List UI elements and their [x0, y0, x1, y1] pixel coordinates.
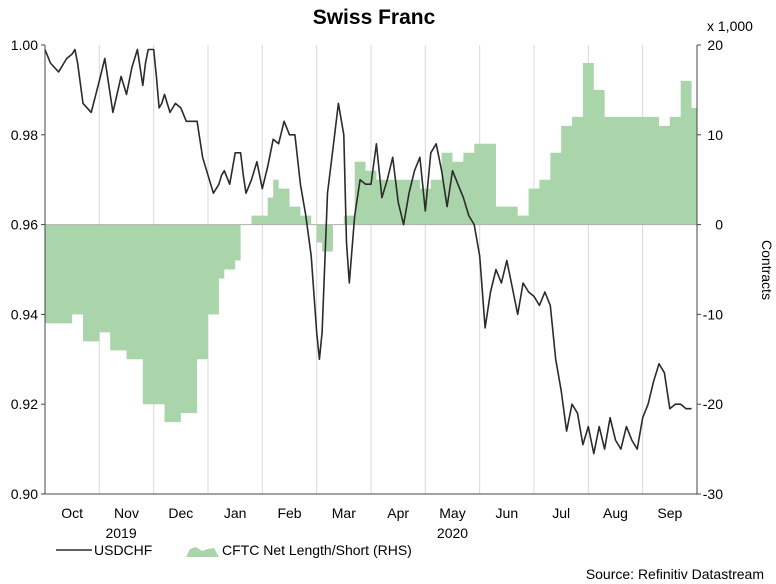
cftc-net-area [45, 62, 697, 423]
right-tick-label: -20 [703, 396, 723, 412]
legend-area-swatch [186, 547, 219, 557]
month-label: Feb [277, 505, 301, 521]
chart-title: Swiss Franc [313, 6, 436, 29]
month-label: Jan [224, 505, 247, 521]
month-label: Dec [168, 505, 193, 521]
month-label: Mar [332, 505, 356, 521]
left-tick-label: 1.00 [11, 37, 38, 53]
usdchf-line-layer [44, 48, 692, 455]
month-tick-labels: Oct Nov Dec Jan Feb Mar Apr May Jun Jul Aug Sep [61, 505, 682, 521]
month-label: Aug [603, 505, 628, 521]
left-tick-label: 0.96 [11, 217, 38, 233]
legend: USDCHF CFTC Net Length/Short (RHS) [56, 542, 412, 558]
right-tick-label: 10 [707, 127, 723, 143]
right-tick-labels: 20 10 0 -10 -20 -30 [703, 37, 723, 502]
axes [41, 44, 701, 495]
legend-usdchf: USDCHF [94, 542, 152, 558]
y2-multiplier-label: x 1,000 [707, 18, 753, 34]
left-tick-label: 0.98 [11, 127, 38, 143]
month-label: Jun [496, 505, 519, 521]
month-label: Sep [657, 505, 682, 521]
right-tick-label: 0 [715, 217, 723, 233]
month-label: May [439, 505, 465, 521]
usdchf-line [44, 48, 692, 455]
year-label: 2020 [437, 525, 468, 541]
right-tick-label: 20 [707, 37, 723, 53]
month-label: Apr [387, 505, 409, 521]
legend-cftc: CFTC Net Length/Short (RHS) [222, 542, 412, 558]
right-tick-label: -10 [703, 306, 723, 322]
source-note: Source: Refinitiv Datastream [586, 566, 764, 582]
year-labels: 2019 2020 [105, 525, 468, 541]
cftc-area-layer [45, 62, 697, 423]
left-tick-label: 0.92 [11, 396, 38, 412]
year-label: 2019 [105, 525, 136, 541]
month-label: Jul [552, 505, 570, 521]
right-tick-label: -30 [703, 486, 723, 502]
month-label: Nov [114, 505, 139, 521]
left-tick-label: 0.94 [11, 306, 38, 322]
left-tick-label: 0.90 [11, 486, 38, 502]
left-tick-labels: 1.00 0.98 0.96 0.94 0.92 0.90 [11, 37, 38, 502]
month-label: Oct [61, 505, 83, 521]
y2-axis-label: Contracts [759, 240, 775, 300]
